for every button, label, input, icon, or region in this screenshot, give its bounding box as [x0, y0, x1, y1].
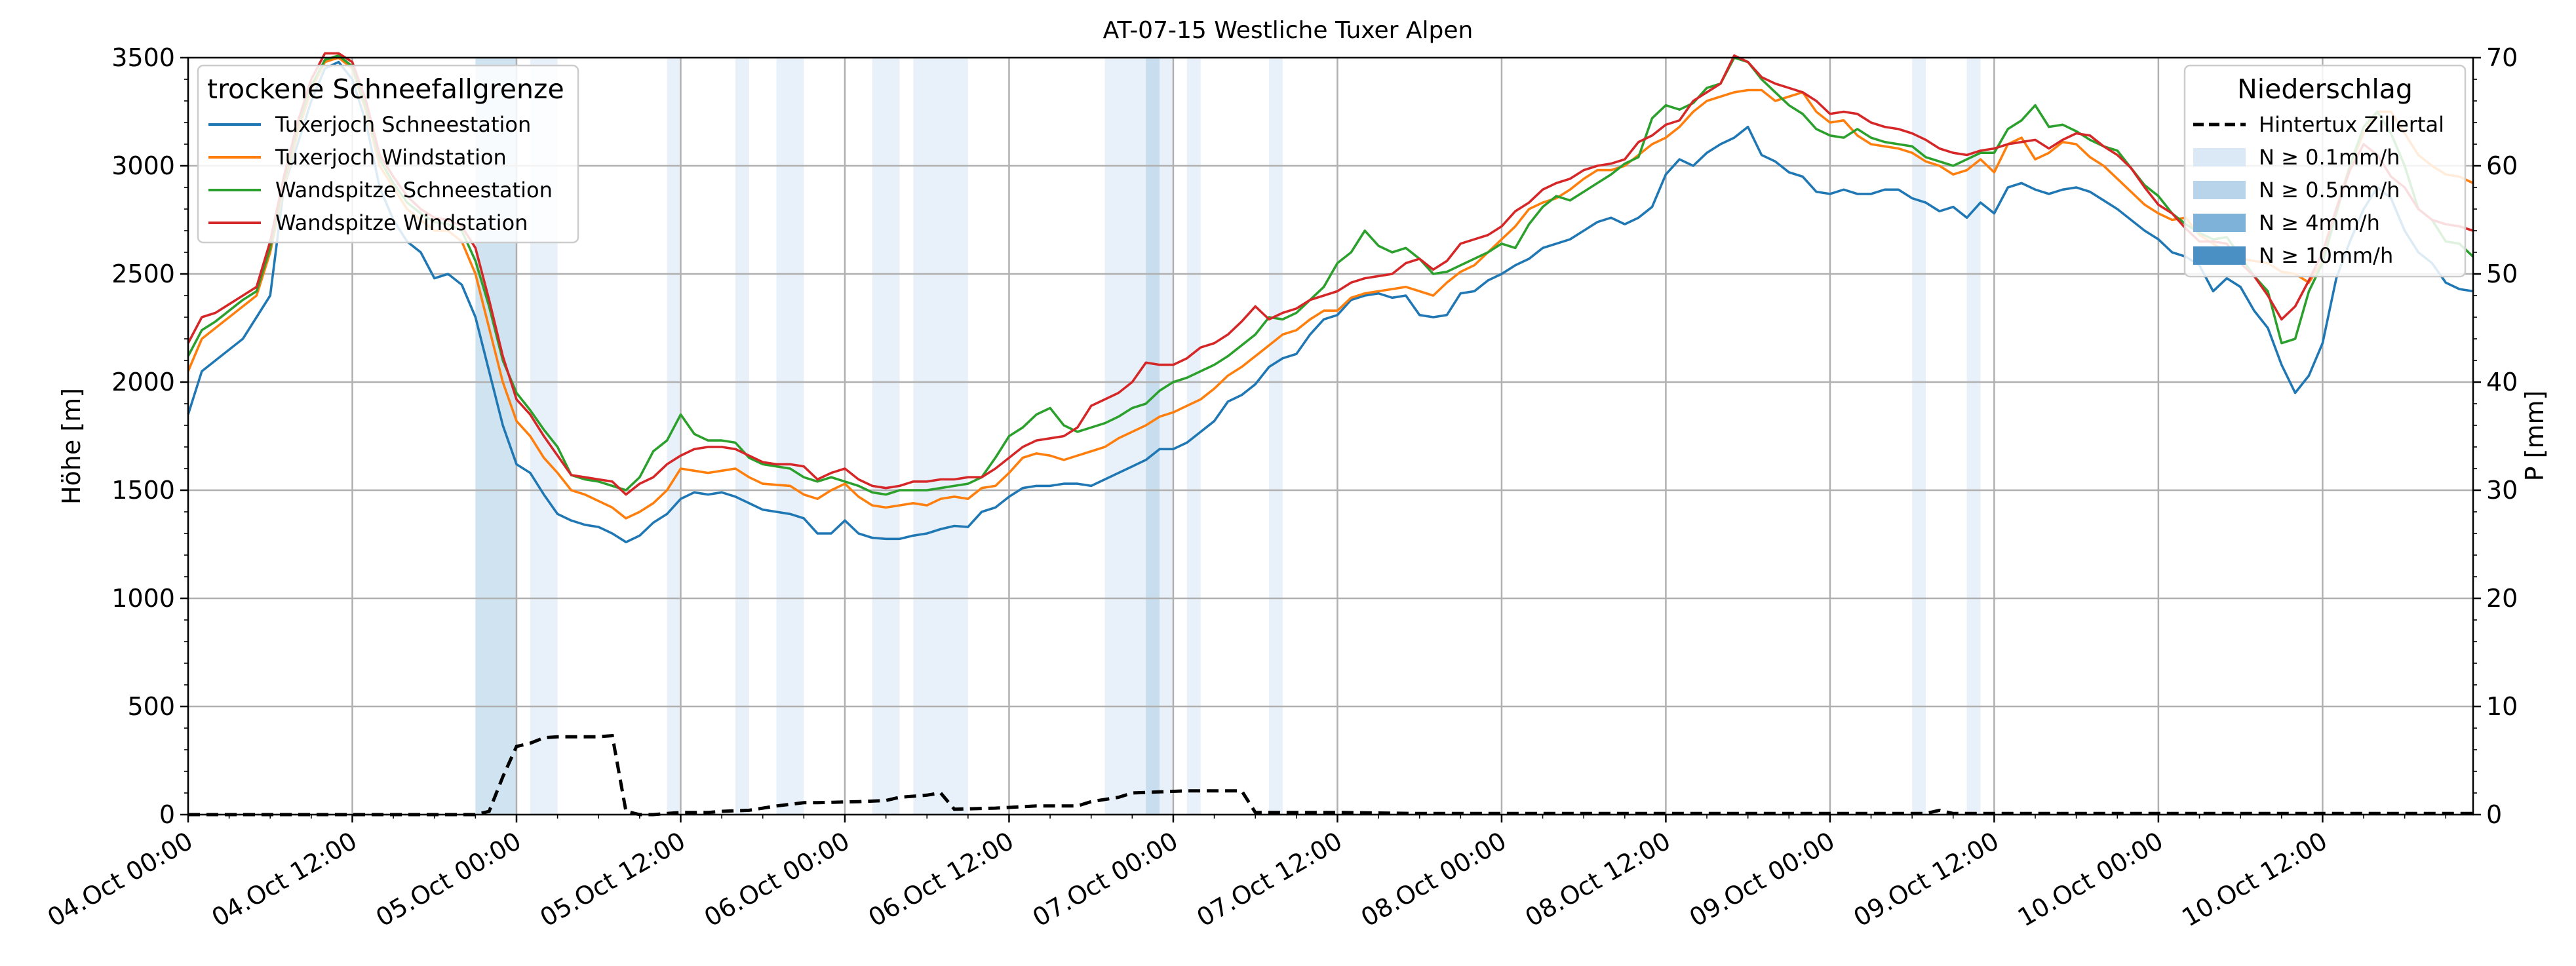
precip-band	[872, 58, 900, 815]
series-lines	[187, 52, 2474, 543]
legend-label-4: N ≥ 10mm/h	[2259, 243, 2393, 268]
y2-tick-label: 0	[2486, 800, 2502, 829]
y-tick-label: 500	[127, 692, 175, 721]
legend-swatch-band-3	[2193, 214, 2246, 232]
series-line-2	[187, 56, 2474, 520]
chart-title: AT-07-15 Westliche Tuxer Alpen	[1103, 17, 1473, 44]
precip-line-hintertux	[188, 733, 2473, 817]
y2-tick-label: 10	[2486, 692, 2518, 721]
x-tick-label: 06.Oct 12:00	[863, 826, 1019, 933]
x-tick-label: 08.Oct 00:00	[1356, 826, 1512, 933]
y-tick-label: 2000	[111, 368, 175, 396]
y-tick-label: 0	[159, 800, 175, 829]
legend-swatch-band-4	[2193, 246, 2246, 265]
precip-band	[1912, 58, 1926, 815]
x-tick-label: 09.Oct 00:00	[1685, 826, 1840, 933]
legend-schneefallgrenze: trockene Schneefallgrenze Tuxerjoch Schne…	[197, 64, 579, 244]
legend-label-3: Wandspitze Schneestation	[275, 178, 553, 203]
legend-box	[197, 64, 579, 244]
y-tick-label: 1000	[111, 584, 175, 613]
precip-band	[1966, 58, 1981, 815]
x-tick-label: 05.Oct 12:00	[535, 826, 690, 933]
legend-label-0: Hintertux Zillertal	[2259, 112, 2444, 137]
y2-tick-label: 70	[2486, 43, 2518, 72]
legend-niederschlag: Niederschlag Hintertux Zillertal N ≥ 0.1mm…	[2183, 64, 2467, 278]
y-tick-label: 1500	[111, 476, 175, 505]
precip-band	[1146, 58, 1160, 815]
y-tick-label: 2500	[111, 260, 175, 288]
precipitation-line	[188, 733, 2473, 817]
legend-label-2: N ≥ 0.5mm/h	[2259, 178, 2400, 203]
legend-box	[2183, 64, 2467, 278]
y2-tick-label: 60	[2486, 151, 2518, 180]
precip-band	[1269, 58, 1283, 815]
precip-band	[1104, 58, 1173, 815]
legend-label-2: Tuxerjoch Windstation	[275, 145, 507, 170]
legend-swatch-band-1	[2193, 148, 2246, 166]
x-tick-label: 07.Oct 12:00	[1192, 826, 1347, 933]
series-line-4	[187, 52, 2474, 496]
y2-tick-label: 30	[2486, 476, 2518, 505]
y2-tick-label: 40	[2486, 368, 2518, 396]
legend-label-4: Wandspitze Windstation	[275, 210, 528, 235]
precip-band	[776, 58, 804, 815]
legend-label-3: N ≥ 4mm/h	[2259, 210, 2380, 235]
y-tick-label: 3000	[111, 151, 175, 180]
legend-label-1: N ≥ 0.1mm/h	[2259, 145, 2400, 170]
x-tick-label: 10.Oct 00:00	[2013, 826, 2168, 933]
series-line-1	[187, 60, 2474, 543]
legend-label-1: Tuxerjoch Schneestation	[275, 112, 531, 137]
x-tick-label: 07.Oct 00:00	[1028, 826, 1183, 933]
y-axis-label: Höhe [m]	[57, 388, 86, 505]
y2-axis-label: P [mm]	[2520, 391, 2549, 482]
x-tick-label: 08.Oct 12:00	[1520, 826, 1675, 933]
y2-tick-label: 20	[2486, 584, 2518, 613]
precip-band	[667, 58, 681, 815]
legend-title: trockene Schneefallgrenze	[207, 73, 564, 105]
legend-title: Niederschlag	[2237, 73, 2413, 105]
y-tick-label: 3500	[111, 43, 175, 72]
x-tick-label: 09.Oct 12:00	[1848, 826, 2004, 933]
y2-tick-label: 50	[2486, 260, 2518, 288]
precip-band	[913, 58, 968, 815]
x-tick-label: 05.Oct 00:00	[371, 826, 526, 933]
legend-swatch-band-2	[2193, 181, 2246, 199]
x-tick-label: 04.Oct 00:00	[43, 826, 198, 933]
x-tick-label: 10.Oct 12:00	[2177, 826, 2332, 933]
plot-frame	[187, 56, 2474, 816]
x-tick-label: 06.Oct 00:00	[699, 826, 855, 933]
precip-band	[735, 58, 749, 815]
x-tick-label: 04.Oct 12:00	[206, 826, 362, 933]
